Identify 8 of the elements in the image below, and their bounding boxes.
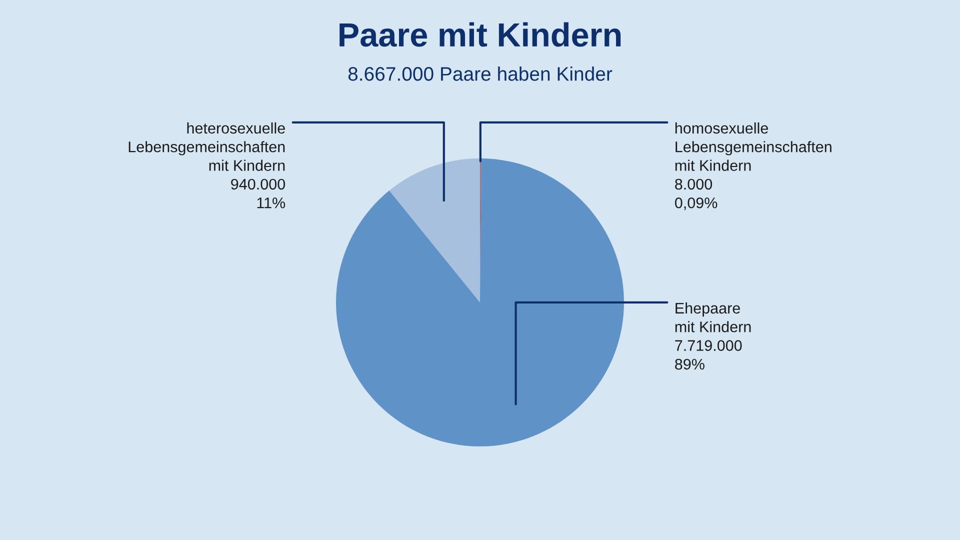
data-label: 7.719.000 89% (675, 340, 742, 370)
slice-label: Ehepaare mit Kindern (675, 302, 751, 332)
slice-label: homosexuelle Lebensgemeinschaften mit Kindern (675, 122, 832, 171)
chart-title: Paare mit Kindern (340, 22, 621, 47)
data-label: 8.000 0,09% (674, 178, 718, 210)
data-label: 940.000 11% (231, 178, 286, 208)
chart-subtitle: 8.667.000 Paare haben Kinder (348, 66, 612, 81)
slice-label: heterosexuelle Lebensgemeinschaften mit Kindern (128, 122, 285, 171)
